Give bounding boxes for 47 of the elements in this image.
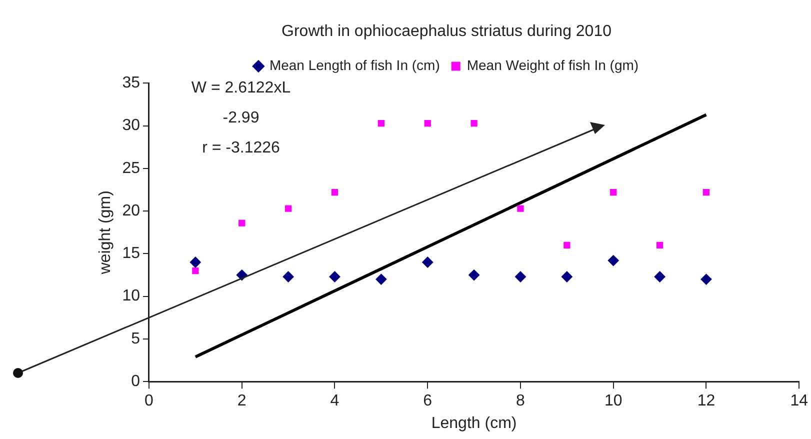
point (656, 242, 664, 249)
point (284, 205, 292, 212)
point (422, 256, 434, 268)
point (702, 189, 710, 196)
point (238, 220, 246, 226)
x-tick-label: 14 (790, 392, 808, 410)
point (329, 271, 340, 282)
y-tick-label: 0 (131, 373, 140, 390)
y-axis-title: weight (gm) (97, 190, 114, 276)
x-axis-title: Length (cm) (431, 414, 517, 432)
annotation: W = 2.6122xL (191, 80, 291, 97)
x-tick-label: 12 (697, 392, 716, 410)
point (517, 205, 524, 212)
y-tick-label: 30 (122, 117, 140, 134)
y-tick-label: 10 (122, 288, 140, 305)
point (282, 271, 294, 282)
x-tick-label: 6 (423, 392, 432, 410)
x-tick-label: 2 (237, 392, 246, 410)
point (700, 274, 712, 285)
y-tick-label: 35 (122, 74, 140, 92)
x-tick-label: 0 (144, 392, 154, 410)
annotation: r = -3.1226 (202, 140, 280, 157)
point (190, 256, 201, 268)
chart-title: Growth in ophiocaephalus striatus during 2010 (282, 23, 612, 40)
annotation: -2.99 (222, 110, 260, 127)
point (608, 255, 619, 266)
point (561, 271, 572, 282)
point (331, 189, 338, 196)
point (424, 120, 431, 127)
y-tick-label: 15 (122, 245, 140, 262)
point (470, 120, 478, 127)
point (192, 267, 199, 274)
y-tick-label: 25 (122, 160, 140, 177)
point (654, 271, 666, 282)
point (564, 242, 570, 249)
point (514, 271, 526, 282)
point (610, 189, 617, 196)
point (468, 270, 480, 281)
point (376, 274, 387, 285)
legend-label: Mean Length of fish In (cm) (269, 57, 440, 74)
y-tick-label: 20 (122, 202, 140, 220)
y-tick-label: 5 (131, 330, 140, 348)
point (378, 120, 385, 127)
x-tick-label: 8 (516, 392, 526, 410)
legend-label: Mean Weight of fish In (gm) (466, 57, 639, 74)
x-tick-label: 4 (330, 392, 340, 410)
x-tick-label: 10 (604, 392, 622, 410)
